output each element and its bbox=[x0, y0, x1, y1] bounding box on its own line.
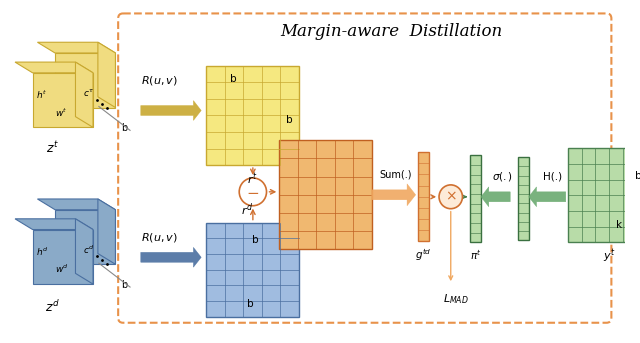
Text: $w^d$: $w^d$ bbox=[55, 263, 69, 275]
Text: $-$: $-$ bbox=[246, 184, 259, 199]
Polygon shape bbox=[98, 199, 115, 264]
Bar bbox=[518, 157, 529, 240]
Text: $r^d$: $r^d$ bbox=[241, 201, 253, 218]
Circle shape bbox=[239, 178, 266, 206]
Polygon shape bbox=[55, 210, 115, 264]
Polygon shape bbox=[33, 229, 93, 284]
Polygon shape bbox=[38, 199, 115, 210]
Text: $z^d$: $z^d$ bbox=[45, 299, 60, 315]
Text: $r^t$: $r^t$ bbox=[247, 171, 258, 187]
Text: $w^t$: $w^t$ bbox=[55, 106, 67, 119]
Bar bbox=[279, 140, 372, 249]
Polygon shape bbox=[481, 187, 510, 207]
Bar bbox=[568, 148, 640, 243]
Polygon shape bbox=[15, 62, 93, 73]
Text: Margin-aware  Distillation: Margin-aware Distillation bbox=[280, 23, 502, 40]
Text: b: b bbox=[230, 74, 237, 84]
Text: $\pi^t$: $\pi^t$ bbox=[470, 248, 481, 262]
Polygon shape bbox=[38, 42, 115, 53]
Text: $\times$: $\times$ bbox=[445, 190, 456, 204]
Text: Sum(.): Sum(.) bbox=[380, 170, 412, 180]
Polygon shape bbox=[76, 62, 93, 127]
Bar bbox=[206, 66, 299, 165]
Polygon shape bbox=[141, 100, 201, 120]
Text: b: b bbox=[121, 123, 127, 133]
Bar bbox=[206, 223, 299, 317]
Polygon shape bbox=[529, 187, 566, 207]
Text: $c^d$: $c^d$ bbox=[83, 243, 95, 256]
Text: $h^t$: $h^t$ bbox=[35, 88, 47, 101]
Text: b: b bbox=[121, 280, 127, 290]
Text: k: k bbox=[616, 220, 622, 229]
Polygon shape bbox=[55, 53, 115, 107]
Text: b: b bbox=[285, 115, 292, 126]
Polygon shape bbox=[372, 184, 415, 206]
Bar bbox=[418, 152, 429, 241]
Text: $g^{td}$: $g^{td}$ bbox=[415, 247, 432, 263]
Text: b: b bbox=[635, 171, 640, 181]
Text: $\sigma(.)$: $\sigma(.)$ bbox=[492, 170, 513, 184]
Polygon shape bbox=[141, 247, 201, 267]
Polygon shape bbox=[15, 219, 93, 229]
Polygon shape bbox=[76, 219, 93, 284]
Polygon shape bbox=[33, 73, 93, 127]
Text: $L_{MAD}$: $L_{MAD}$ bbox=[443, 292, 468, 306]
Text: b: b bbox=[252, 235, 258, 246]
Circle shape bbox=[439, 185, 463, 209]
Text: $c^{\tau}$: $c^{\tau}$ bbox=[83, 87, 95, 98]
Text: b: b bbox=[246, 299, 253, 309]
Text: H(.): H(.) bbox=[543, 172, 562, 182]
Text: $h^d$: $h^d$ bbox=[35, 245, 48, 258]
Bar bbox=[470, 155, 481, 243]
Text: $R(u,v)$: $R(u,v)$ bbox=[141, 231, 178, 244]
Polygon shape bbox=[98, 42, 115, 107]
Text: $y^t$: $y^t$ bbox=[603, 248, 616, 265]
Text: $z^t$: $z^t$ bbox=[45, 140, 58, 156]
Text: $R(u,v)$: $R(u,v)$ bbox=[141, 74, 178, 87]
